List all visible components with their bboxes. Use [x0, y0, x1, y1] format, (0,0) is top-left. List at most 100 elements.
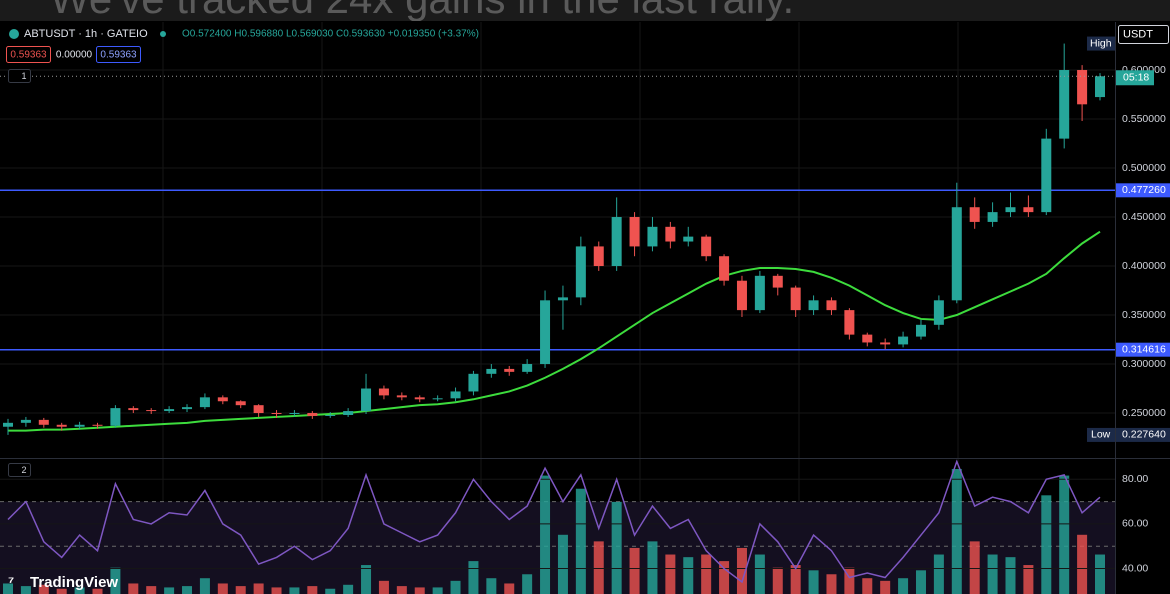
- currency-label[interactable]: USDT: [1123, 28, 1153, 40]
- candle-body: [772, 275, 783, 288]
- pane-2-toggle[interactable]: [8, 463, 31, 477]
- volume-bar: [289, 587, 300, 594]
- candle-body: [56, 424, 67, 427]
- candle-body: [199, 397, 210, 408]
- candle-body: [468, 373, 479, 392]
- volume-bar: [862, 578, 873, 594]
- candle-body: [74, 424, 85, 427]
- candle-body: [378, 388, 389, 396]
- moving-average: [8, 230, 1101, 432]
- volume-bar: [898, 578, 909, 594]
- countdown: 05:18: [1123, 72, 1149, 84]
- candle-body: [915, 324, 926, 337]
- candle-body: [486, 368, 497, 374]
- candle-body: [38, 419, 49, 425]
- candle-body: [307, 413, 318, 416]
- volume-bar: [611, 501, 622, 594]
- level-label-bg: [1116, 342, 1170, 357]
- brand[interactable]: TradingView: [30, 574, 118, 591]
- volume-bar: [378, 580, 389, 594]
- sell-price[interactable]: 0.59363: [10, 50, 47, 61]
- candle-body: [575, 246, 586, 298]
- y-tick-label: 0.300000: [1122, 358, 1166, 370]
- symbol-title[interactable]: ABTUSDT · 1h · GATEIO: [24, 28, 148, 40]
- volume-bar: [933, 554, 944, 594]
- volume-bar: [593, 541, 604, 594]
- rsi-tick-label: 60.00: [1122, 518, 1148, 530]
- volume-bar: [665, 554, 676, 594]
- candle-body: [969, 207, 980, 222]
- currency-selector[interactable]: [1118, 25, 1169, 44]
- level-label-bg: [1116, 183, 1170, 198]
- volume-bar: [235, 586, 246, 594]
- ohlc-text: O0.572400 H0.596880 L0.569030 C0.593630 …: [182, 29, 479, 40]
- pane-1-label: 1: [21, 71, 26, 81]
- sell-box[interactable]: [6, 46, 51, 63]
- volume-bar: [1059, 475, 1070, 594]
- volume-bar: [56, 588, 67, 594]
- volume-bar: [253, 583, 264, 594]
- high-label: High: [1090, 37, 1112, 49]
- candle-body: [414, 397, 425, 400]
- volume-bar: [540, 475, 551, 594]
- y-tick-label: 0.450000: [1122, 211, 1166, 223]
- volume-bar: [414, 587, 425, 594]
- volume-bar: [987, 554, 998, 594]
- candle-body: [557, 297, 568, 301]
- volume-bar: [271, 587, 282, 594]
- volume-bar: [504, 583, 515, 594]
- candle-body: [862, 334, 873, 343]
- candle-body: [540, 300, 551, 365]
- banner-text: We've tracked 24x gains in the last rall…: [50, 0, 794, 22]
- y-tick-label: 0.250000: [1122, 407, 1166, 419]
- candle-body: [3, 422, 13, 427]
- candle-body: [289, 413, 300, 415]
- candle-body: [164, 409, 175, 412]
- volume-bar: [307, 586, 318, 594]
- buy-box[interactable]: [96, 46, 141, 63]
- candle-body: [736, 280, 747, 311]
- candle-body: [20, 419, 31, 423]
- volume-bar: [92, 588, 103, 594]
- level-label: 0.314616: [1122, 343, 1166, 355]
- candle-body: [754, 275, 765, 311]
- pane-1-toggle[interactable]: [8, 69, 31, 83]
- level-label: 0.477260: [1122, 184, 1166, 196]
- volume-bar: [199, 578, 210, 594]
- spread: 0.00000: [56, 50, 93, 61]
- brand-logo: ⁷: [8, 574, 14, 591]
- low-label-bg: [1087, 427, 1115, 442]
- status-dot: [160, 31, 166, 37]
- buy-price[interactable]: 0.59363: [100, 50, 137, 61]
- volume-bar: [1005, 557, 1016, 594]
- candle-body: [1023, 207, 1034, 213]
- candle-body: [933, 300, 944, 325]
- candle-body: [361, 388, 372, 412]
- banner-bg: [0, 0, 1170, 21]
- volume-bar: [396, 586, 407, 594]
- candle-body: [343, 411, 354, 415]
- volume-bar: [432, 587, 443, 594]
- candle-body: [701, 236, 712, 257]
- candle-body: [987, 212, 998, 222]
- volume-bar: [1095, 554, 1105, 594]
- candle-body: [1059, 70, 1070, 139]
- volume-bar: [969, 541, 980, 594]
- candle-body: [128, 408, 139, 411]
- volume-bar: [128, 583, 139, 594]
- volume-bar: [486, 578, 497, 594]
- candle-body: [1077, 70, 1088, 105]
- y-tick-label: 0.350000: [1122, 309, 1166, 321]
- candle-body: [880, 342, 891, 345]
- volume-bar: [468, 561, 479, 594]
- volume-bar: [790, 565, 801, 594]
- volume-bar: [826, 574, 837, 594]
- low-value-bg: [1116, 427, 1170, 442]
- volume-bar: [1077, 534, 1088, 594]
- candle-body: [951, 207, 962, 301]
- candle-body: [504, 368, 515, 372]
- volume-bar: [844, 567, 855, 594]
- volume-bar: [3, 583, 13, 594]
- candle-body: [1041, 138, 1052, 213]
